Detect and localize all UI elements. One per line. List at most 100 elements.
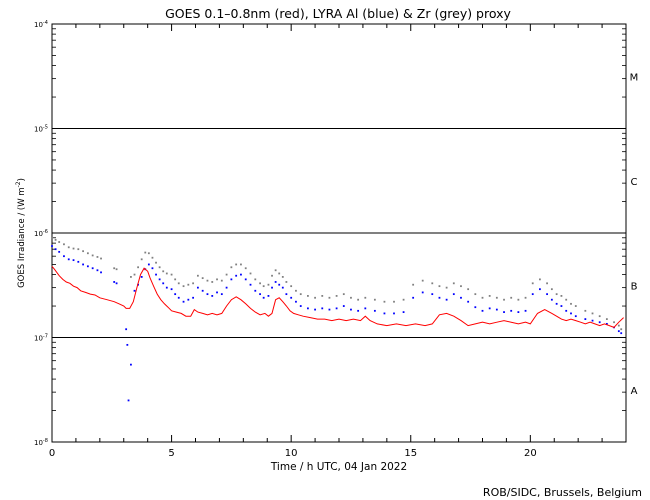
series-lyra-al-point (182, 300, 185, 303)
series-lyra-al-point (262, 296, 265, 299)
y-tick-label-1: 10-7 (34, 334, 48, 343)
series-lyra-zr-point (63, 243, 65, 246)
y-axis-label-exponent: -2 (15, 181, 22, 187)
series-lyra-al-point (100, 271, 102, 274)
series-lyra-zr-point (187, 283, 190, 286)
series-lyra-al-point (531, 293, 534, 296)
x-axis-ticks: 0 5 10 15 20 (49, 24, 627, 459)
series-lyra-zr-point (91, 254, 94, 257)
series-lyra-al-point (58, 250, 61, 253)
series-lyra-al-point (220, 293, 223, 296)
series-lyra-al-point (187, 298, 190, 301)
series-lyra-zr-point (267, 283, 270, 286)
series-lyra-zr-point (503, 298, 505, 301)
series-lyra-al-point (235, 274, 238, 277)
series-lyra-al-point (147, 263, 150, 266)
class-label-b: B (631, 281, 638, 292)
series-lyra-al-point (350, 308, 352, 311)
class-label-m: M (630, 72, 639, 83)
series-lyra-zr-point (54, 238, 57, 241)
series-lyra-al-point (115, 282, 118, 285)
series-lyra-al-point (488, 307, 491, 310)
series-lyra-al-point (165, 286, 168, 289)
series-lyra-zr-point (165, 272, 168, 275)
series-lyra-al-point (299, 305, 302, 307)
series-lyra-zr-point (591, 312, 594, 315)
series-lyra-zr-point (196, 274, 199, 277)
series-lyra-zr-point (460, 285, 462, 288)
series-lyra-zr-point (216, 278, 218, 281)
series-lyra-zr-point (151, 256, 154, 259)
chart-title: GOES 0.1–0.8nm (red), LYRA Al (blue) & Z… (165, 6, 511, 21)
flare-class-lines (52, 128, 626, 338)
series-lyra-zr-point (115, 268, 118, 271)
series-lyra-al-point (591, 319, 594, 322)
series-lyra-zr-point (539, 278, 541, 281)
series-lyra-al-point (96, 269, 99, 272)
series-lyra-zr-point (605, 318, 608, 320)
series-lyra-zr-point (617, 324, 620, 327)
series-lyra-al-point (335, 307, 338, 310)
series-lyra-al-point (259, 293, 261, 296)
series-lyra-al-point (467, 300, 470, 303)
series-lyra-al-point (82, 263, 84, 266)
series-lyra-zr-point (67, 246, 70, 249)
series-lyra-al-point (196, 286, 199, 289)
series-lyra-zr-point (86, 252, 89, 255)
y-axis-label-text: GOES Irradiance / (W m (17, 187, 27, 288)
series-lyra-al-point (617, 330, 620, 333)
series-lyra-al-point (550, 298, 553, 301)
x-tick-label-15: 15 (404, 448, 417, 459)
series-lyra-al-point (290, 296, 293, 299)
series-lyra-zr-point (235, 263, 238, 266)
series-lyra-zr-point (192, 282, 195, 285)
series-lyra-zr-point (271, 274, 273, 277)
series-lyra-al-point (278, 283, 281, 286)
series-lyra-al-point (192, 296, 195, 299)
series-lyra-al-point (271, 286, 273, 289)
series-lyra-zr-point (431, 282, 434, 285)
series-lyra-zr-point (307, 295, 309, 297)
series-lyra-zr-point (574, 305, 577, 307)
series-lyra-al-point (201, 289, 204, 292)
series-lyra-zr-point (230, 266, 233, 269)
y-tick-label-2: 10-6 (34, 229, 48, 238)
series-lyra-zr-point (162, 270, 165, 273)
series-lyra-al-point (295, 300, 297, 303)
series-lyra-al-point (503, 311, 505, 314)
series-lyra-al-point (474, 306, 477, 309)
series-lyra-zr-point (290, 285, 293, 288)
series-lyra-zr-point (412, 283, 415, 286)
series-lyra-zr-point (546, 282, 548, 285)
series-lyra-al-point (307, 307, 309, 310)
series-lyra-al-point (151, 267, 154, 270)
flare-class-labels: A B C M (630, 72, 639, 397)
series-lyra-zr-point (402, 298, 405, 301)
credit-label: ROB/SIDC, Brussels, Belgium (483, 486, 642, 499)
series-lyra-zr-point (130, 276, 132, 278)
series-lyra-al-point (281, 286, 284, 289)
series-lyra-al-point (155, 273, 157, 276)
series-lyra-al-point (170, 288, 173, 291)
series-lyra-al-point (342, 305, 345, 307)
series-lyra-al-point (86, 265, 89, 268)
series-lyra-zr-point (421, 279, 424, 282)
series-lyra-al-point (495, 308, 498, 311)
series-lyra-zr-point (174, 278, 177, 281)
class-label-c: C (631, 177, 638, 188)
series-lyra-zr-point (155, 261, 157, 264)
series-lyra-al-point (605, 322, 608, 325)
series-lyra-al-point (267, 295, 270, 297)
series-lyra-zr-point (510, 296, 513, 299)
series-lyra-al-point (328, 308, 331, 311)
series-lyra-zr-point (524, 296, 527, 299)
series-lyra-al-point (63, 255, 65, 258)
series-lyra-zr-point (373, 298, 376, 301)
series-lyra-zr-point (321, 295, 324, 297)
series-lyra-zr-point (393, 300, 395, 303)
series-lyra-al-point (598, 321, 601, 324)
series-lyra-zr-point (96, 256, 99, 258)
series-lyra-zr-point (295, 289, 297, 292)
class-label-a: A (631, 386, 638, 397)
